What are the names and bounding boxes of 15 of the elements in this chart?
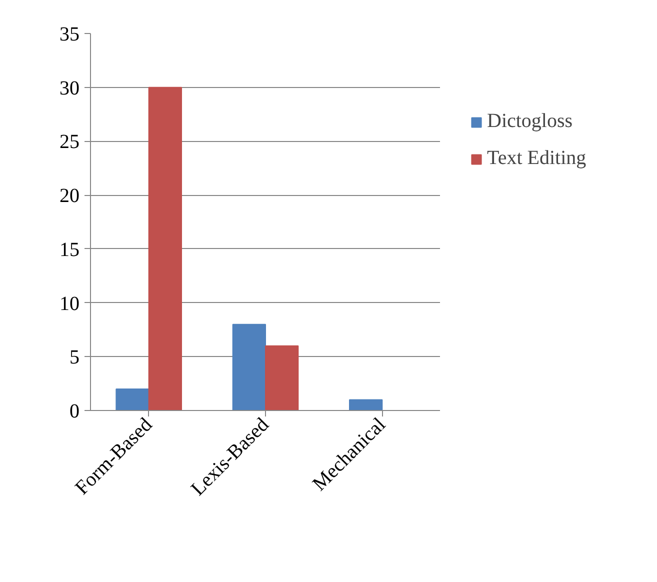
bar: [265, 345, 299, 410]
y-tick-label: 5: [70, 346, 80, 369]
legend-label: Dictogloss: [487, 110, 573, 133]
legend-label: Text Editing: [487, 147, 586, 170]
y-tick-label: 20: [60, 185, 80, 208]
bar: [116, 388, 150, 410]
y-tick-label: 30: [60, 77, 80, 100]
y-tick-label: 25: [60, 131, 80, 154]
y-tick-label: 10: [60, 292, 80, 315]
y-tick-label: 15: [60, 238, 80, 261]
bar: [148, 86, 182, 410]
bar: [349, 399, 383, 410]
y-tick-label: 0: [70, 400, 80, 422]
y-tick-label: 35: [60, 24, 80, 46]
bar: [232, 324, 266, 410]
